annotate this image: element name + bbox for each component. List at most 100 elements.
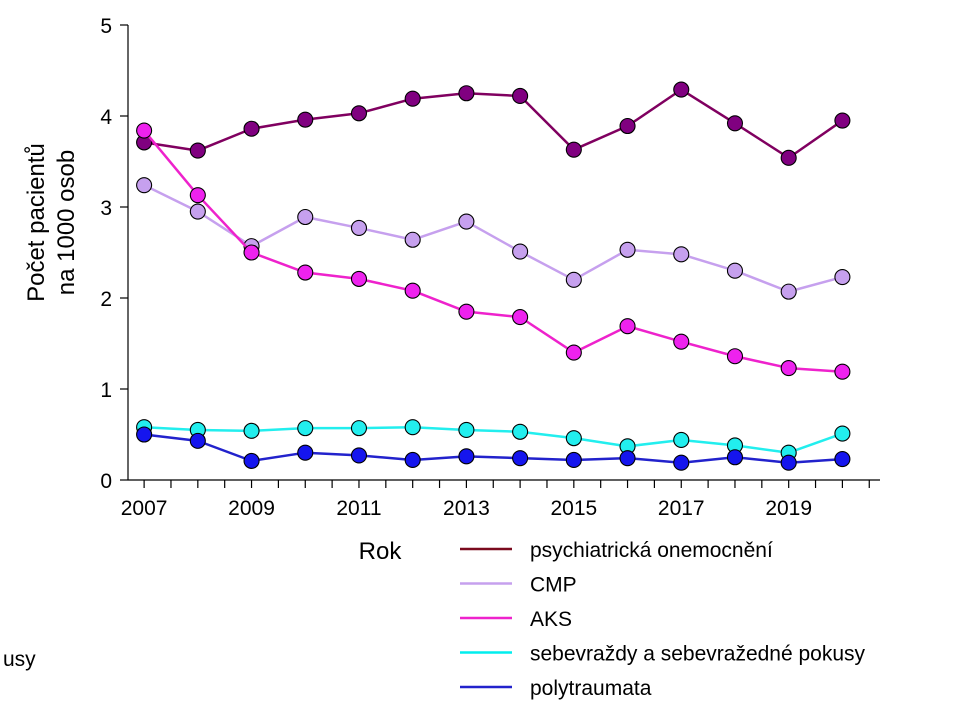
- y-tick-label: 2: [100, 288, 112, 311]
- data-point: [458, 421, 475, 439]
- data-point: [780, 149, 797, 166]
- series-3: [136, 419, 851, 461]
- data-point: [243, 452, 260, 469]
- x-tick-label: 2017: [658, 497, 705, 520]
- data-point: [297, 444, 314, 461]
- x-tick-label: 2009: [228, 497, 275, 520]
- legend-item: AKS: [460, 608, 572, 631]
- x-tick-label: 2015: [550, 497, 597, 520]
- data-point: [512, 243, 529, 260]
- legend-label: polytraumata: [530, 677, 652, 700]
- data-point: [673, 431, 690, 449]
- y-axis-label: Počet pacientů na 1000 osob: [23, 143, 80, 302]
- legend-label: CMP: [530, 574, 577, 597]
- data-point: [780, 360, 797, 377]
- y-tick-label: 5: [100, 15, 112, 38]
- data-point: [726, 449, 744, 466]
- data-point: [458, 448, 475, 465]
- series-0: [136, 81, 851, 166]
- series-2: [136, 122, 851, 380]
- legend-item: psychiatrická onemocnění: [460, 539, 773, 562]
- data-point: [458, 213, 475, 230]
- x-tick-label: 2013: [443, 497, 490, 520]
- y-tick-label: 0: [100, 470, 112, 493]
- data-point: [297, 264, 314, 281]
- legend-item: sebevraždy a sebevražedné pokusy: [460, 643, 866, 666]
- legend-label: psychiatrická onemocnění: [530, 539, 773, 562]
- data-point: [136, 177, 153, 194]
- x-tick-label: 2019: [765, 497, 812, 520]
- data-point: [512, 87, 529, 105]
- data-point: [834, 112, 851, 129]
- series-4: [136, 426, 851, 471]
- data-point: [243, 244, 260, 261]
- data-point: [350, 270, 368, 287]
- axes: [127, 25, 880, 481]
- data-point: [512, 450, 529, 467]
- y-axis-label-line-2: na 1000 osob: [53, 150, 80, 295]
- plot-area: [136, 81, 851, 471]
- data-point: [189, 432, 206, 449]
- data-point: [404, 90, 421, 107]
- data-point: [780, 454, 797, 471]
- data-point: [673, 333, 690, 350]
- data-point: [189, 187, 206, 204]
- data-point: [726, 348, 744, 365]
- data-point: [834, 425, 851, 442]
- data-point: [350, 420, 368, 437]
- data-point: [350, 105, 368, 122]
- legend-label: AKS: [530, 608, 572, 631]
- data-point: [834, 451, 851, 468]
- y-tick-label: 1: [100, 379, 112, 402]
- data-point: [297, 420, 314, 437]
- data-point: [136, 426, 153, 443]
- data-point: [565, 430, 582, 447]
- data-point: [512, 423, 529, 440]
- data-point: [619, 318, 636, 335]
- x-axis-label: Rok: [359, 538, 403, 565]
- x-ticks: 2007 2009 2011 2013 2015 2017 2019: [121, 480, 870, 520]
- data-point: [404, 282, 421, 299]
- data-point: [726, 115, 744, 132]
- y-tick-label: 4: [100, 106, 112, 129]
- data-point: [565, 141, 582, 158]
- y-axis-label-line-1: Počet pacientů: [23, 143, 50, 302]
- data-point: [404, 451, 421, 469]
- data-point: [189, 142, 206, 159]
- data-point: [512, 309, 529, 326]
- data-point: [619, 450, 636, 467]
- data-point: [834, 269, 851, 286]
- y-ticks: 0 1 2 3 4 5: [100, 15, 128, 493]
- y-tick-label: 3: [100, 197, 112, 220]
- data-point: [350, 219, 368, 236]
- data-point: [565, 344, 582, 361]
- data-point: [297, 111, 314, 128]
- data-point: [136, 122, 153, 139]
- data-point: [673, 81, 690, 98]
- series-line: [143, 184, 843, 293]
- series-line: [143, 433, 843, 464]
- series-line: [143, 129, 843, 373]
- data-point: [189, 203, 206, 220]
- legend-item: polytraumata: [460, 677, 652, 700]
- data-point: [404, 419, 421, 436]
- data-point: [565, 451, 582, 469]
- x-tick-label: 2007: [121, 497, 168, 520]
- data-point: [458, 303, 475, 320]
- series-line: [144, 425, 843, 454]
- series-1: [136, 177, 851, 300]
- data-point: [565, 271, 582, 288]
- clipped-legend-fragment: usy: [3, 648, 36, 671]
- data-point: [350, 447, 368, 464]
- data-point: [780, 283, 797, 300]
- data-point: [619, 241, 636, 258]
- data-point: [673, 246, 690, 263]
- data-point: [404, 231, 421, 248]
- series-line: [143, 88, 844, 160]
- legend: psychiatrická onemocnění CMP AKS sebevraždy…: [460, 539, 866, 700]
- data-point: [619, 117, 636, 135]
- legend-label: sebevraždy a sebevražedné pokusy: [530, 643, 866, 666]
- data-point: [243, 120, 260, 137]
- data-point: [726, 262, 744, 279]
